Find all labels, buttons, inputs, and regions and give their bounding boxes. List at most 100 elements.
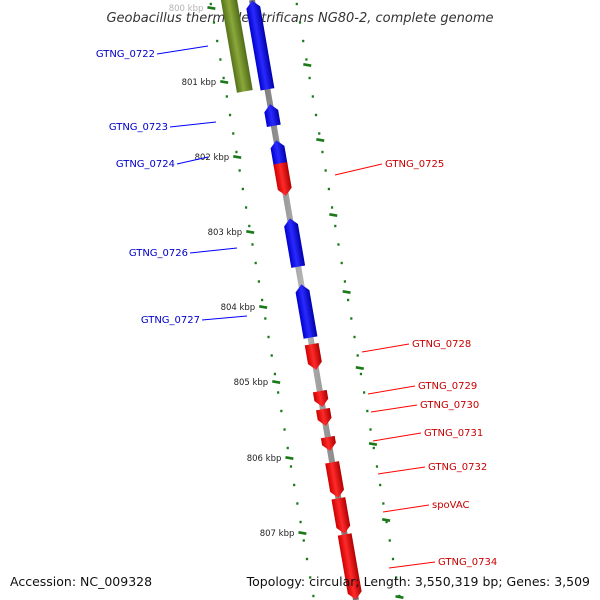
- gene-arrow-spovac[interactable]: [331, 497, 351, 535]
- map-title: Geobacillus thermodenitrificans NG80-2, …: [106, 11, 493, 26]
- gene-label-gtng_0722[interactable]: GTNG_0722: [96, 49, 155, 60]
- gene-label-spovac[interactable]: spoVAC: [432, 500, 470, 511]
- tick-dot: [302, 539, 305, 542]
- tick-dot: [359, 372, 363, 376]
- tick-dot: [379, 483, 382, 487]
- gene-leader-line: [334, 163, 383, 176]
- gene-leader-line: [370, 404, 418, 413]
- tick-dot: [248, 224, 251, 228]
- gene-label-gtng_0730[interactable]: GTNG_0730: [420, 400, 479, 411]
- gene-arrow-gtng_0725[interactable]: [273, 162, 292, 197]
- tick-dot: [375, 465, 379, 468]
- major-tick: [233, 155, 242, 159]
- tick-dot: [347, 298, 350, 302]
- tick-dot: [298, 21, 302, 24]
- tick-dot: [280, 409, 283, 413]
- accession-label: Accession: NC_009328: [10, 574, 152, 589]
- tick-dot: [293, 483, 296, 487]
- tick-dot: [324, 169, 327, 172]
- gene-label-gtng_0728[interactable]: GTNG_0728: [412, 339, 471, 350]
- major-tick: [342, 290, 351, 294]
- tick-dot: [337, 243, 340, 246]
- gene-label-gtng_0724[interactable]: GTNG_0724: [116, 159, 175, 170]
- gene-arrow-gtng_0729[interactable]: [312, 389, 330, 408]
- tick-dot: [267, 335, 270, 339]
- tick-dot: [296, 502, 299, 505]
- tick-dot: [311, 95, 314, 98]
- gene-leader-line: [189, 247, 238, 254]
- tick-label: 801 kbp: [182, 78, 217, 88]
- gene-label-gtng_0731[interactable]: GTNG_0731: [424, 428, 483, 439]
- tick-dot: [244, 206, 248, 209]
- tick-dot: [312, 594, 315, 598]
- tick-dot: [270, 354, 273, 357]
- tick-dot: [261, 298, 264, 302]
- gene-arrow-gtng_0722[interactable]: [245, 0, 275, 91]
- major-tick: [207, 6, 216, 10]
- major-tick: [368, 442, 378, 446]
- tick-dot: [225, 95, 228, 98]
- tick-dot: [289, 465, 293, 468]
- tick-dot: [212, 21, 216, 24]
- tick-dot: [228, 113, 232, 117]
- gene-arrow-gtng_0724[interactable]: [269, 139, 288, 168]
- tick-dot: [299, 520, 302, 524]
- gene-label-gtng_0723[interactable]: GTNG_0723: [109, 122, 168, 133]
- tick-dot: [309, 576, 312, 579]
- gene-labels: GTNG_0722 GTNG_0723 GTNG_0724 GTNG_0726 GTNG…: [96, 45, 497, 569]
- gene-arrow-gtng_0734[interactable]: [337, 533, 363, 600]
- tick-dot: [277, 391, 280, 394]
- major-tick: [220, 80, 229, 84]
- tick-dot: [305, 557, 309, 561]
- tick-dot: [356, 354, 359, 357]
- tick-dot: [353, 335, 356, 339]
- tick-dot: [334, 224, 337, 228]
- gene-label-gtng_0729[interactable]: GTNG_0729: [418, 381, 477, 392]
- gene-leader-line: [388, 561, 436, 569]
- gene-label-gtng_0727[interactable]: GTNG_0727: [141, 315, 200, 326]
- tick-dot: [257, 280, 260, 283]
- gene-leader-line: [156, 45, 209, 55]
- tick-dot: [395, 576, 398, 579]
- topology-label: Topology: circular; Length: 3,550,319 bp…: [246, 574, 590, 589]
- tick-dot: [305, 58, 308, 61]
- tick-dot: [391, 557, 395, 561]
- gene-arrow-gtng_0723[interactable]: [263, 103, 281, 128]
- other-features: [220, 0, 253, 93]
- gene-label-gtng_0726[interactable]: GTNG_0726: [129, 248, 188, 259]
- tick-dot: [350, 317, 353, 320]
- gene-leader-line: [201, 315, 248, 321]
- gene-arrow-gtng_0728[interactable]: [304, 342, 323, 371]
- gene-label-gtng_0732[interactable]: GTNG_0732: [428, 462, 487, 473]
- gene-leader-line: [169, 121, 217, 128]
- major-tick: [259, 305, 268, 309]
- tick-dot: [343, 280, 346, 283]
- tick-dot: [219, 58, 222, 61]
- tick-dot: [238, 169, 241, 172]
- major-tick: [246, 230, 255, 234]
- major-tick: [316, 138, 325, 142]
- gene-label-gtng_0725[interactable]: GTNG_0725: [385, 159, 444, 170]
- major-tick: [272, 380, 281, 384]
- gene-leader-line: [372, 432, 422, 442]
- tick-labels: 800 kbp 801 kbp 802 kbp 803 kbp 804 kbp 805 k…: [169, 4, 295, 539]
- gene-arrow-gtng_0726[interactable]: [283, 217, 306, 268]
- gene-features: [245, 0, 363, 600]
- gene-arrow-gtng_0730[interactable]: [316, 407, 333, 427]
- gene-arrow-gtng_0731[interactable]: [320, 435, 337, 452]
- tick-dot: [385, 520, 388, 524]
- major-tick: [381, 518, 391, 522]
- gene-label-gtng_0734[interactable]: GTNG_0734: [438, 557, 497, 568]
- tick-label: 806 kbp: [247, 454, 282, 464]
- tick-dot: [369, 428, 372, 431]
- major-tick: [329, 213, 338, 217]
- tick-dot: [283, 428, 286, 431]
- tick-dot: [295, 2, 298, 6]
- gene-arrow-gtng_0727[interactable]: [294, 283, 318, 339]
- tick-dot: [302, 39, 305, 43]
- gene-arrow-gtng_0732[interactable]: [325, 461, 345, 499]
- tick-dot: [327, 187, 330, 191]
- tick-dot: [264, 317, 267, 320]
- tick-dot: [222, 76, 225, 80]
